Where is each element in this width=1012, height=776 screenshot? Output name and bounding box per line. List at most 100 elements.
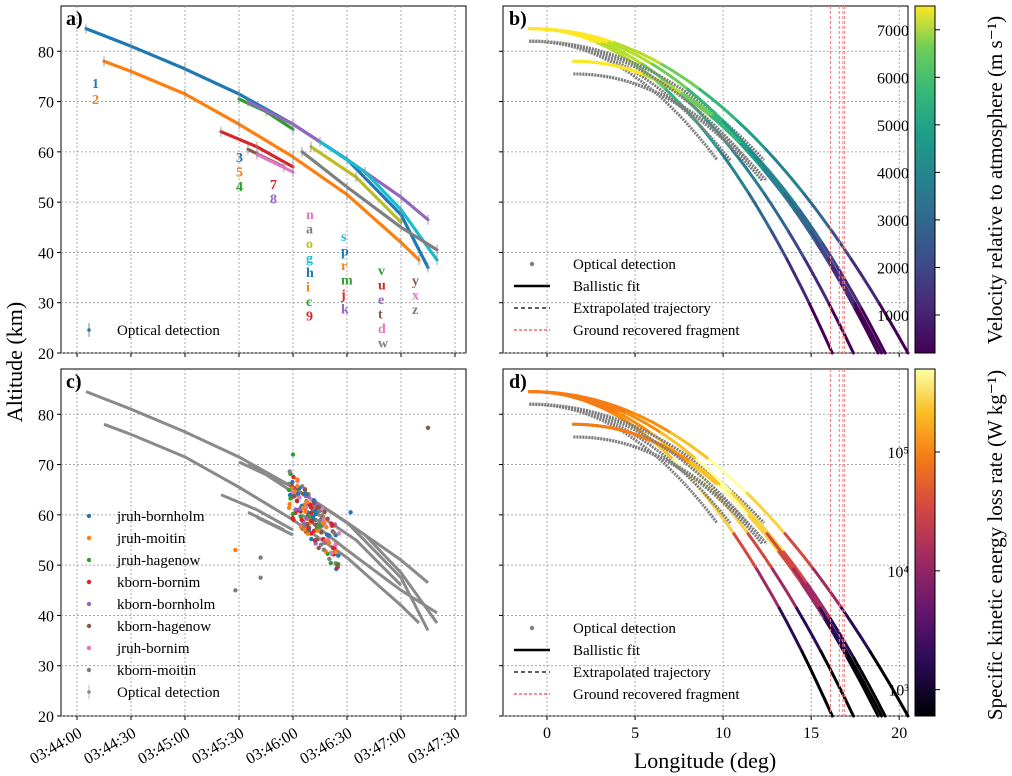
trajectory-segment-b5 [862,318,875,338]
trajectory-segment-d0 [709,501,721,514]
trajectory-segment-d5 [686,450,699,462]
trajectory-segment-b2 [688,80,702,91]
station-detection-point [335,563,340,569]
panel-label-c: c) [66,371,82,393]
trajectory-segment-b2 [603,38,617,45]
colorbar-velocity [914,5,936,354]
trajectory-segment-d0 [739,543,751,559]
trajectory-segment-d2 [632,411,645,419]
station-detection-point [309,518,314,523]
fragment-label: r [341,259,347,274]
trajectory-segment-d2 [698,450,711,462]
colorbar-tick-label: 4000 [877,165,909,182]
trajectory-segment-d2 [821,580,834,597]
colorbar-tick-label: 10⁴ [887,564,909,581]
fragment-label: 1 [92,77,99,92]
trajectory-segment-b5 [695,95,707,106]
trajectory-segment-b2 [821,217,834,234]
trajectory-segment-b3 [823,254,834,271]
trajectory-segment-b5 [571,31,584,37]
fragment-label: o [306,237,313,252]
trajectory-segment-d1 [762,555,774,571]
station-detection-point [311,528,317,533]
trajectory-segment-d4 [704,471,716,481]
fragment-label: w [378,337,389,352]
trajectory-segment-b3 [808,230,819,246]
trajectory-segment-b4 [797,208,809,223]
trajectory-segment-d0 [785,620,796,639]
trajectory-segment-d5 [721,482,734,495]
trajectory-segment-b2 [849,257,863,276]
station-detection-point [328,560,333,566]
station-detection-point [317,523,323,528]
trajectory-segment-d2 [736,482,749,495]
trajectory-segment-d5 [651,425,663,435]
fragment-label: p [341,245,349,260]
legend-label: Ground recovered fragment [573,323,740,339]
trajectory-segment-d0 [800,650,812,669]
legend-label: kborn-moitin [117,663,197,679]
trajectory-segment-d4 [860,670,871,688]
trajectory-segment-d1 [811,635,823,654]
trajectory-segment-d2 [774,521,787,536]
station-detection-point [306,525,311,531]
station-detection-point [288,496,293,501]
trajectory-segment-d0 [664,450,675,462]
trajectory-segment-b3 [853,307,865,325]
trajectory-segment-b2 [632,48,645,56]
station-detection-point [299,517,304,522]
trajectory-segment-d1 [754,543,766,559]
station-detection-point [333,542,338,547]
fragment-label: 2 [92,93,99,108]
trajectory-segment-b4 [868,321,879,340]
trajectory-segment-b4 [704,108,716,118]
trajectory-segment-b2 [613,41,626,48]
station-detection-point [305,531,311,536]
chart-labels: 203040506070802030405060708003:44:0003:4… [27,44,907,768]
trajectory-segment-d4 [836,630,848,647]
station-detection-point [290,452,296,457]
y-tick-label: 30 [38,659,54,676]
station-detection-point [328,550,334,555]
trajectory-segment-d2 [726,474,740,486]
trajectory-segment-d0 [755,567,766,584]
legend-label: Optical detection [117,323,220,339]
trajectory-segment-b5 [677,80,690,91]
trajectory-segment-b3 [861,321,872,340]
trajectory-segment-d3 [853,670,865,688]
trajectory-segment-b5 [756,158,769,173]
trajectory-segment-b5 [580,33,593,39]
trajectory-segment-b2 [669,68,683,78]
legend-label: jruh-moitin [116,531,186,547]
fragment-label: u [378,279,386,294]
x-tick-label-lon: 0 [543,725,551,742]
station-detection-point [322,509,327,515]
trajectory-segment-d5 [844,650,857,669]
trajectory-segment-b5 [739,138,751,151]
trajectory-segment-d5 [748,511,760,525]
trajectory-segment-d5 [730,491,743,505]
y-tick-label: 50 [38,195,54,212]
trajectory-segment-b3 [709,114,720,124]
station-detection-point [305,500,310,505]
legend-label: kborn-bornholm [117,597,216,613]
station-detection-point [291,474,296,480]
trajectory-segment-d4 [696,465,708,475]
trajectory-segment-d4 [712,477,723,487]
station-detection-point [258,575,263,580]
trajectory-segment-b1 [811,272,823,291]
fragment-label: g [306,252,313,267]
trajectory-segment-b5 [844,287,857,306]
trajectory-segment-d0 [747,555,759,571]
trajectory-segment-b5 [765,169,778,184]
y-axis-title: Altitude (km) [2,302,27,422]
x-tick-label-lon: 15 [803,725,819,742]
trajectory-segment-d5 [765,532,778,547]
trajectory-segment-d0 [792,635,804,654]
fragment-label: n [306,208,314,223]
trajectory-segment-b4 [875,336,887,355]
station-detection-point [316,545,321,551]
trajectory-segment-b0 [656,80,668,91]
trajectory-segment-b0 [755,204,766,221]
trajectory-segment-d5 [642,420,655,429]
